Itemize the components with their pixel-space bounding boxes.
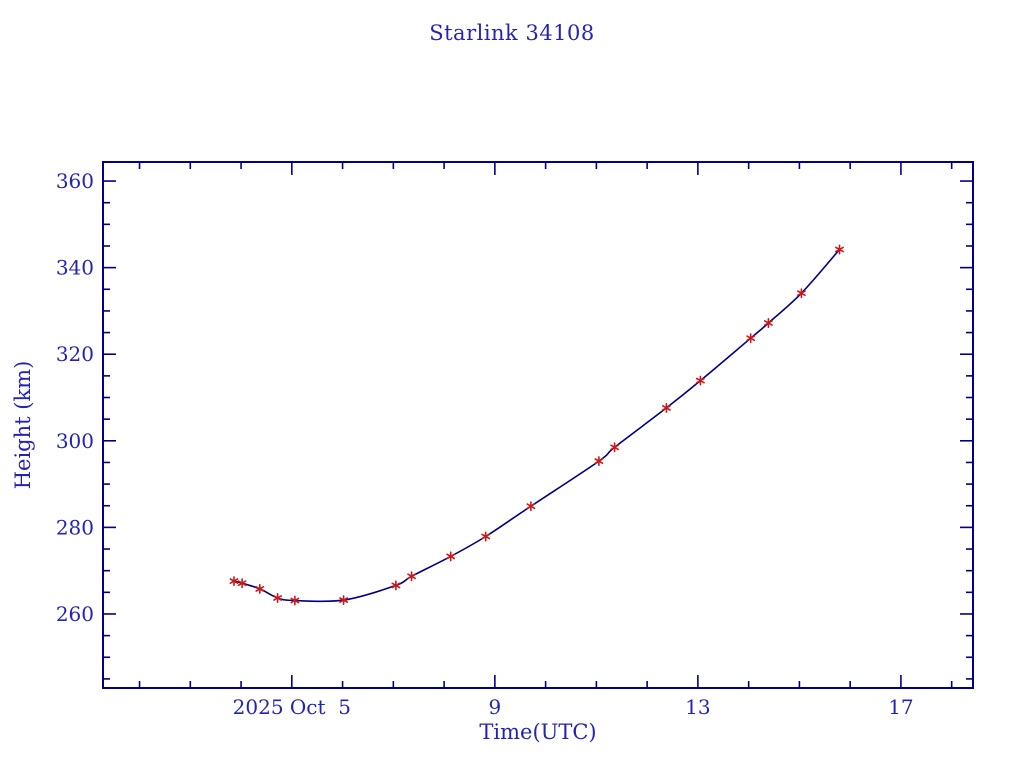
data-point-marker xyxy=(695,375,705,386)
asterisk-icon xyxy=(255,583,265,594)
data-point-marker xyxy=(796,288,806,299)
asterisk-icon xyxy=(273,593,283,603)
data-point-marker xyxy=(481,531,491,542)
asterisk-icon xyxy=(763,318,773,328)
x-tick-label: 17 xyxy=(888,695,913,719)
data-point-marker xyxy=(446,551,456,562)
asterisk-icon xyxy=(481,531,491,542)
x-tick-label: 13 xyxy=(685,695,710,719)
asterisk-icon xyxy=(229,576,239,587)
data-point-marker xyxy=(237,578,247,589)
data-point-marker xyxy=(391,580,401,591)
asterisk-icon xyxy=(407,571,417,582)
asterisk-icon xyxy=(339,595,349,606)
axes xyxy=(102,161,974,689)
data-point-marker xyxy=(526,501,536,512)
y-tick-label: 280 xyxy=(56,515,94,539)
data-point-marker xyxy=(746,333,756,344)
data-point-marker xyxy=(407,571,417,582)
axis-tick-labels: 2025 Oct 5 9 13 17 260 280 300 320 340 360 xyxy=(56,169,914,719)
data-point-marker xyxy=(763,318,773,328)
x-axis-label: Time(UTC) xyxy=(479,720,596,744)
y-axis-label: Height (km) xyxy=(11,361,35,490)
asterisk-icon xyxy=(796,288,806,299)
asterisk-icon xyxy=(594,456,604,467)
y-tick-label: 300 xyxy=(56,429,94,453)
data-point-marker xyxy=(339,595,349,606)
y-tick-label: 320 xyxy=(56,342,94,366)
plot-frame xyxy=(102,161,974,689)
y-tick-label: 340 xyxy=(56,256,94,280)
asterisk-icon xyxy=(526,501,536,512)
asterisk-icon xyxy=(746,333,756,344)
asterisk-icon xyxy=(661,402,671,413)
data-point-marker xyxy=(661,402,671,413)
asterisk-icon xyxy=(446,551,456,562)
asterisk-icon xyxy=(610,442,620,453)
x-tick-label: 9 xyxy=(488,695,501,719)
data-point-marker xyxy=(255,583,265,594)
data-point-marker xyxy=(290,595,300,606)
asterisk-icon xyxy=(835,244,844,255)
data-point-marker xyxy=(610,442,620,453)
data-point-marker xyxy=(835,244,844,255)
x-tick-label: 2025 Oct 5 xyxy=(233,695,351,719)
asterisk-icon xyxy=(695,375,705,386)
asterisk-icon xyxy=(290,595,300,606)
y-tick-label: 360 xyxy=(56,169,94,193)
asterisk-icon xyxy=(237,578,247,589)
asterisk-icon xyxy=(391,580,401,591)
data-point-marker xyxy=(229,576,239,587)
data-point-marker xyxy=(594,456,604,467)
data-point-marker xyxy=(273,593,283,603)
y-tick-label: 260 xyxy=(56,602,94,626)
chart-title: Starlink 34108 xyxy=(429,21,595,45)
data-series xyxy=(229,244,844,606)
